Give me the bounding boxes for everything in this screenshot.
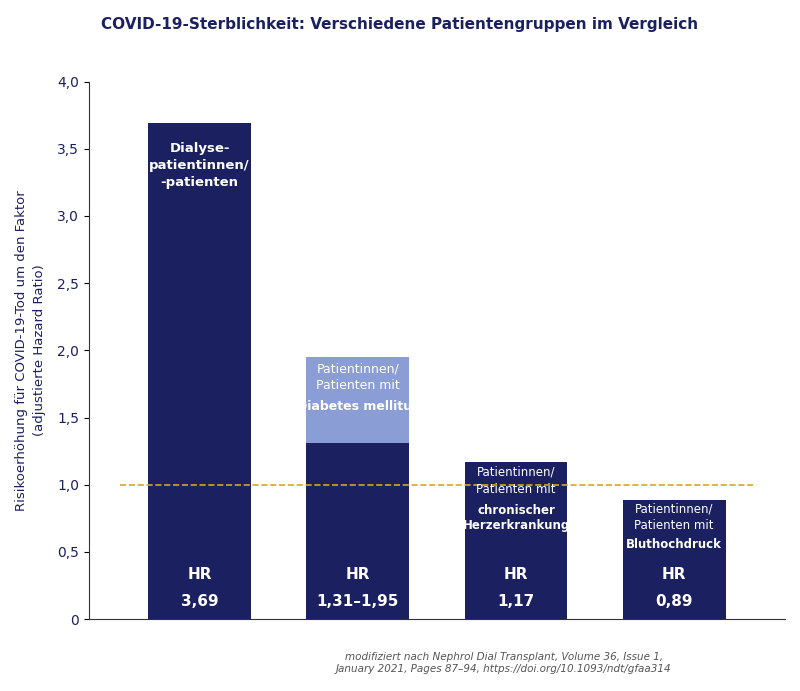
Text: Patientinnen/
Patienten mit: Patientinnen/ Patienten mit bbox=[316, 363, 400, 392]
Text: Diabetes mellitus: Diabetes mellitus bbox=[297, 400, 419, 413]
Y-axis label: Risikoerhöhung für COVID-19-Tod um den Faktor
(adjustierte Hazard Ratio): Risikoerhöhung für COVID-19-Tod um den F… bbox=[15, 190, 46, 511]
Text: 3,69: 3,69 bbox=[181, 594, 218, 609]
Bar bbox=[623, 500, 726, 619]
Text: HR: HR bbox=[504, 567, 528, 583]
Text: modifiziert nach Nephrol Dial Transplant, Volume 36, Issue 1,
January 2021, Page: modifiziert nach Nephrol Dial Transplant… bbox=[336, 652, 672, 674]
Text: Dialyse-
patientinnen/
-patienten: Dialyse- patientinnen/ -patienten bbox=[150, 142, 250, 189]
Text: 0,89: 0,89 bbox=[655, 594, 693, 609]
Text: 1,31–1,95: 1,31–1,95 bbox=[317, 594, 399, 609]
Text: HR: HR bbox=[187, 567, 212, 583]
Text: HR: HR bbox=[346, 567, 370, 583]
Text: Bluthochdruck: Bluthochdruck bbox=[626, 538, 722, 551]
Bar bbox=[306, 443, 410, 619]
Bar bbox=[148, 123, 251, 619]
Bar bbox=[465, 462, 567, 619]
Text: 1,17: 1,17 bbox=[498, 594, 534, 609]
Text: HR: HR bbox=[662, 567, 686, 583]
Text: chronischer
Herzerkrankung: chronischer Herzerkrankung bbox=[462, 504, 570, 531]
Text: Patientinnen/
Patienten mit: Patientinnen/ Patienten mit bbox=[634, 502, 714, 532]
Bar bbox=[306, 357, 410, 443]
Text: Patientinnen/
Patienten mit: Patientinnen/ Patienten mit bbox=[476, 466, 556, 496]
Text: COVID-19-Sterblichkeit: Verschiedene Patientengruppen im Vergleich: COVID-19-Sterblichkeit: Verschiedene Pat… bbox=[102, 17, 698, 32]
